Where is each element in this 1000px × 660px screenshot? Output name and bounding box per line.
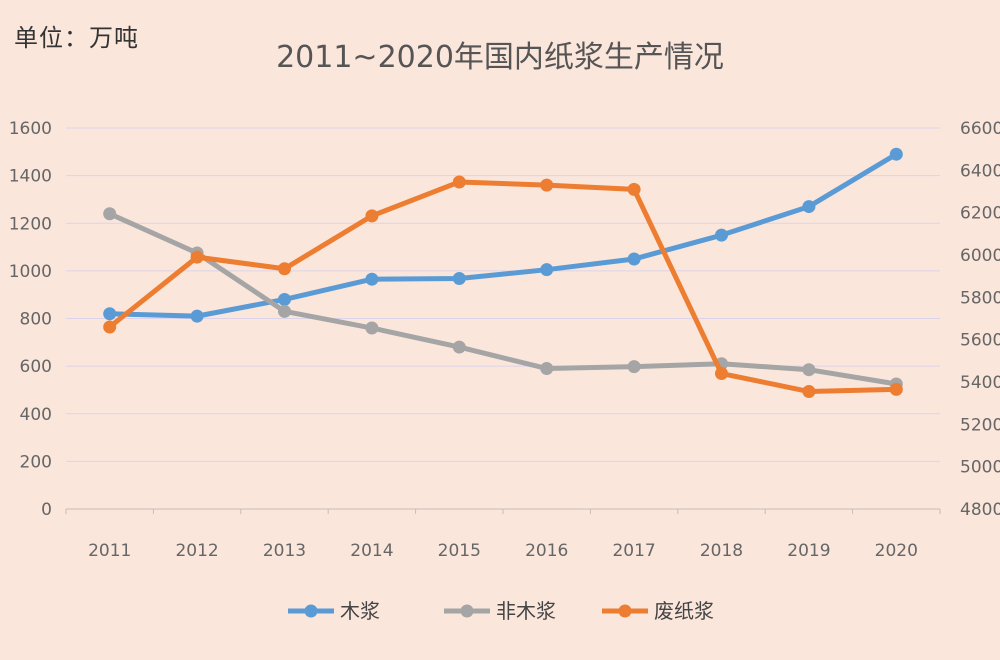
legend-swatch-marker xyxy=(460,604,474,618)
data-point xyxy=(540,178,554,192)
data-point xyxy=(889,382,903,396)
legend-swatch-marker xyxy=(304,604,318,618)
y-left-tick-label: 1400 xyxy=(9,167,52,187)
y-right-tick-label: 6000 xyxy=(960,246,1000,266)
x-tick-label: 2015 xyxy=(438,541,481,561)
y-left-tick-label: 400 xyxy=(20,405,52,425)
grid-layer xyxy=(66,127,940,510)
y-left-tick-label: 600 xyxy=(20,357,52,377)
data-point xyxy=(190,309,204,323)
x-tick-label: 2012 xyxy=(175,541,218,561)
x-tick-label: 2011 xyxy=(88,541,131,561)
x-tick-label: 2014 xyxy=(350,541,393,561)
data-point xyxy=(103,320,117,334)
y-right-tick-label: 5600 xyxy=(960,331,1000,351)
x-tick-label: 2019 xyxy=(787,541,830,561)
chart-title: 2011~2020年国内纸浆生产情况 xyxy=(276,40,724,75)
data-point xyxy=(627,182,641,196)
unit-label: 单位：万吨 xyxy=(14,24,139,52)
y-right-tick-label: 6600 xyxy=(960,119,1000,139)
series-line xyxy=(107,211,899,387)
data-point xyxy=(802,385,816,399)
y-left-tick-label: 1200 xyxy=(9,214,52,234)
data-point xyxy=(365,209,379,223)
y-right-tick-label: 6400 xyxy=(960,161,1000,181)
y-right-tick-label: 6200 xyxy=(960,204,1000,224)
x-tick-label: 2017 xyxy=(612,541,655,561)
legend-label: 木浆 xyxy=(340,599,380,623)
data-point xyxy=(802,363,816,377)
data-point xyxy=(627,360,641,374)
data-point xyxy=(452,175,466,189)
y-left-tick-label: 200 xyxy=(20,452,52,472)
x-tick-label: 2016 xyxy=(525,541,568,561)
y-right-tick-label: 4800 xyxy=(960,500,1000,520)
y-left-tick-label: 0 xyxy=(41,500,52,520)
series-line xyxy=(107,151,899,319)
data-point xyxy=(540,263,554,277)
y-right-tick-label: 5800 xyxy=(960,288,1000,308)
data-point xyxy=(452,340,466,354)
data-point xyxy=(278,262,291,276)
data-point xyxy=(452,271,466,285)
x-tick-label: 2020 xyxy=(875,541,918,561)
data-point xyxy=(540,362,554,376)
data-point xyxy=(103,207,117,221)
data-point xyxy=(278,292,291,306)
data-point xyxy=(715,228,728,242)
data-point xyxy=(889,147,903,161)
data-point xyxy=(365,321,379,335)
x-tick-label: 2013 xyxy=(263,541,306,561)
data-point xyxy=(190,250,204,264)
y-right-tick-label: 5200 xyxy=(960,415,1000,435)
x-tick-label: 2018 xyxy=(700,541,743,561)
data-point xyxy=(365,272,379,286)
y-left-tick-label: 1600 xyxy=(9,119,52,139)
y-right-tick-label: 5400 xyxy=(960,373,1000,393)
y-right-tick-label: 5000 xyxy=(960,458,1000,478)
data-point xyxy=(802,200,816,214)
legend-label: 废纸浆 xyxy=(654,599,714,623)
series-layer xyxy=(103,147,903,399)
series-line xyxy=(107,179,899,395)
data-point xyxy=(715,367,728,381)
data-point xyxy=(627,252,641,266)
y-left-tick-label: 800 xyxy=(20,310,52,330)
axis-layer: 0 200 400 600 800 1000 1200 1400 1600 4800 5000 520… xyxy=(9,119,1000,561)
y-left-tick-label: 1000 xyxy=(9,262,52,282)
legend-label: 非木浆 xyxy=(496,599,556,623)
data-point xyxy=(103,307,117,321)
legend-swatch-marker xyxy=(618,604,632,618)
legend: 木浆 非木浆 废纸浆 xyxy=(288,599,714,623)
data-point xyxy=(278,304,291,318)
